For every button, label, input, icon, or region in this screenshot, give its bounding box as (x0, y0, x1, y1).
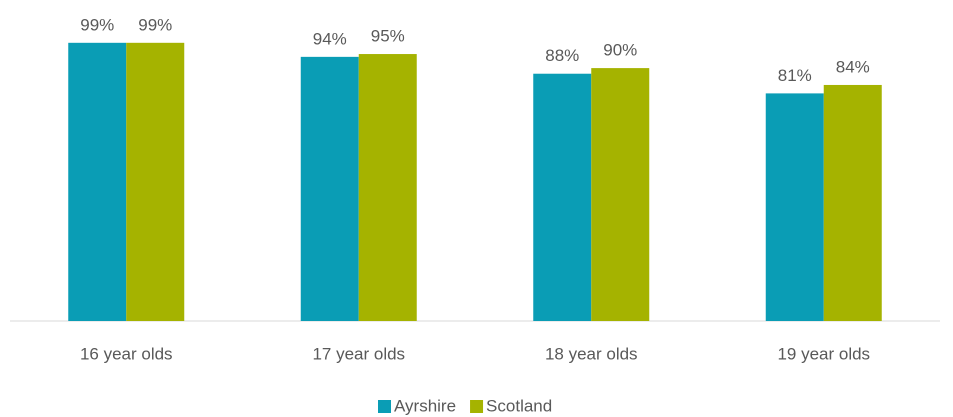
bar (126, 42, 185, 322)
x-tick-label: 17 year olds (312, 344, 405, 363)
data-label: 84% (836, 57, 870, 76)
data-label: 81% (778, 66, 812, 85)
data-label: 99% (80, 15, 114, 34)
bar (765, 93, 824, 321)
bar (300, 56, 359, 322)
x-tick-label: 18 year olds (545, 344, 638, 363)
data-label: 95% (371, 27, 405, 46)
x-tick-label: 16 year olds (80, 344, 173, 363)
data-label: 88% (545, 46, 579, 65)
bar (823, 84, 882, 322)
legend-swatch (470, 400, 484, 413)
data-label: 90% (603, 41, 637, 60)
bar (533, 73, 592, 321)
x-tick-label: 19 year olds (777, 344, 870, 363)
bar (358, 54, 417, 322)
bar (591, 68, 650, 321)
data-label: 94% (313, 29, 347, 48)
legend-label: Ayrshire (394, 396, 456, 415)
legend-label: Scotland (486, 396, 552, 415)
legend-swatch (378, 400, 391, 413)
data-label: 99% (138, 15, 172, 34)
bar (68, 42, 127, 322)
